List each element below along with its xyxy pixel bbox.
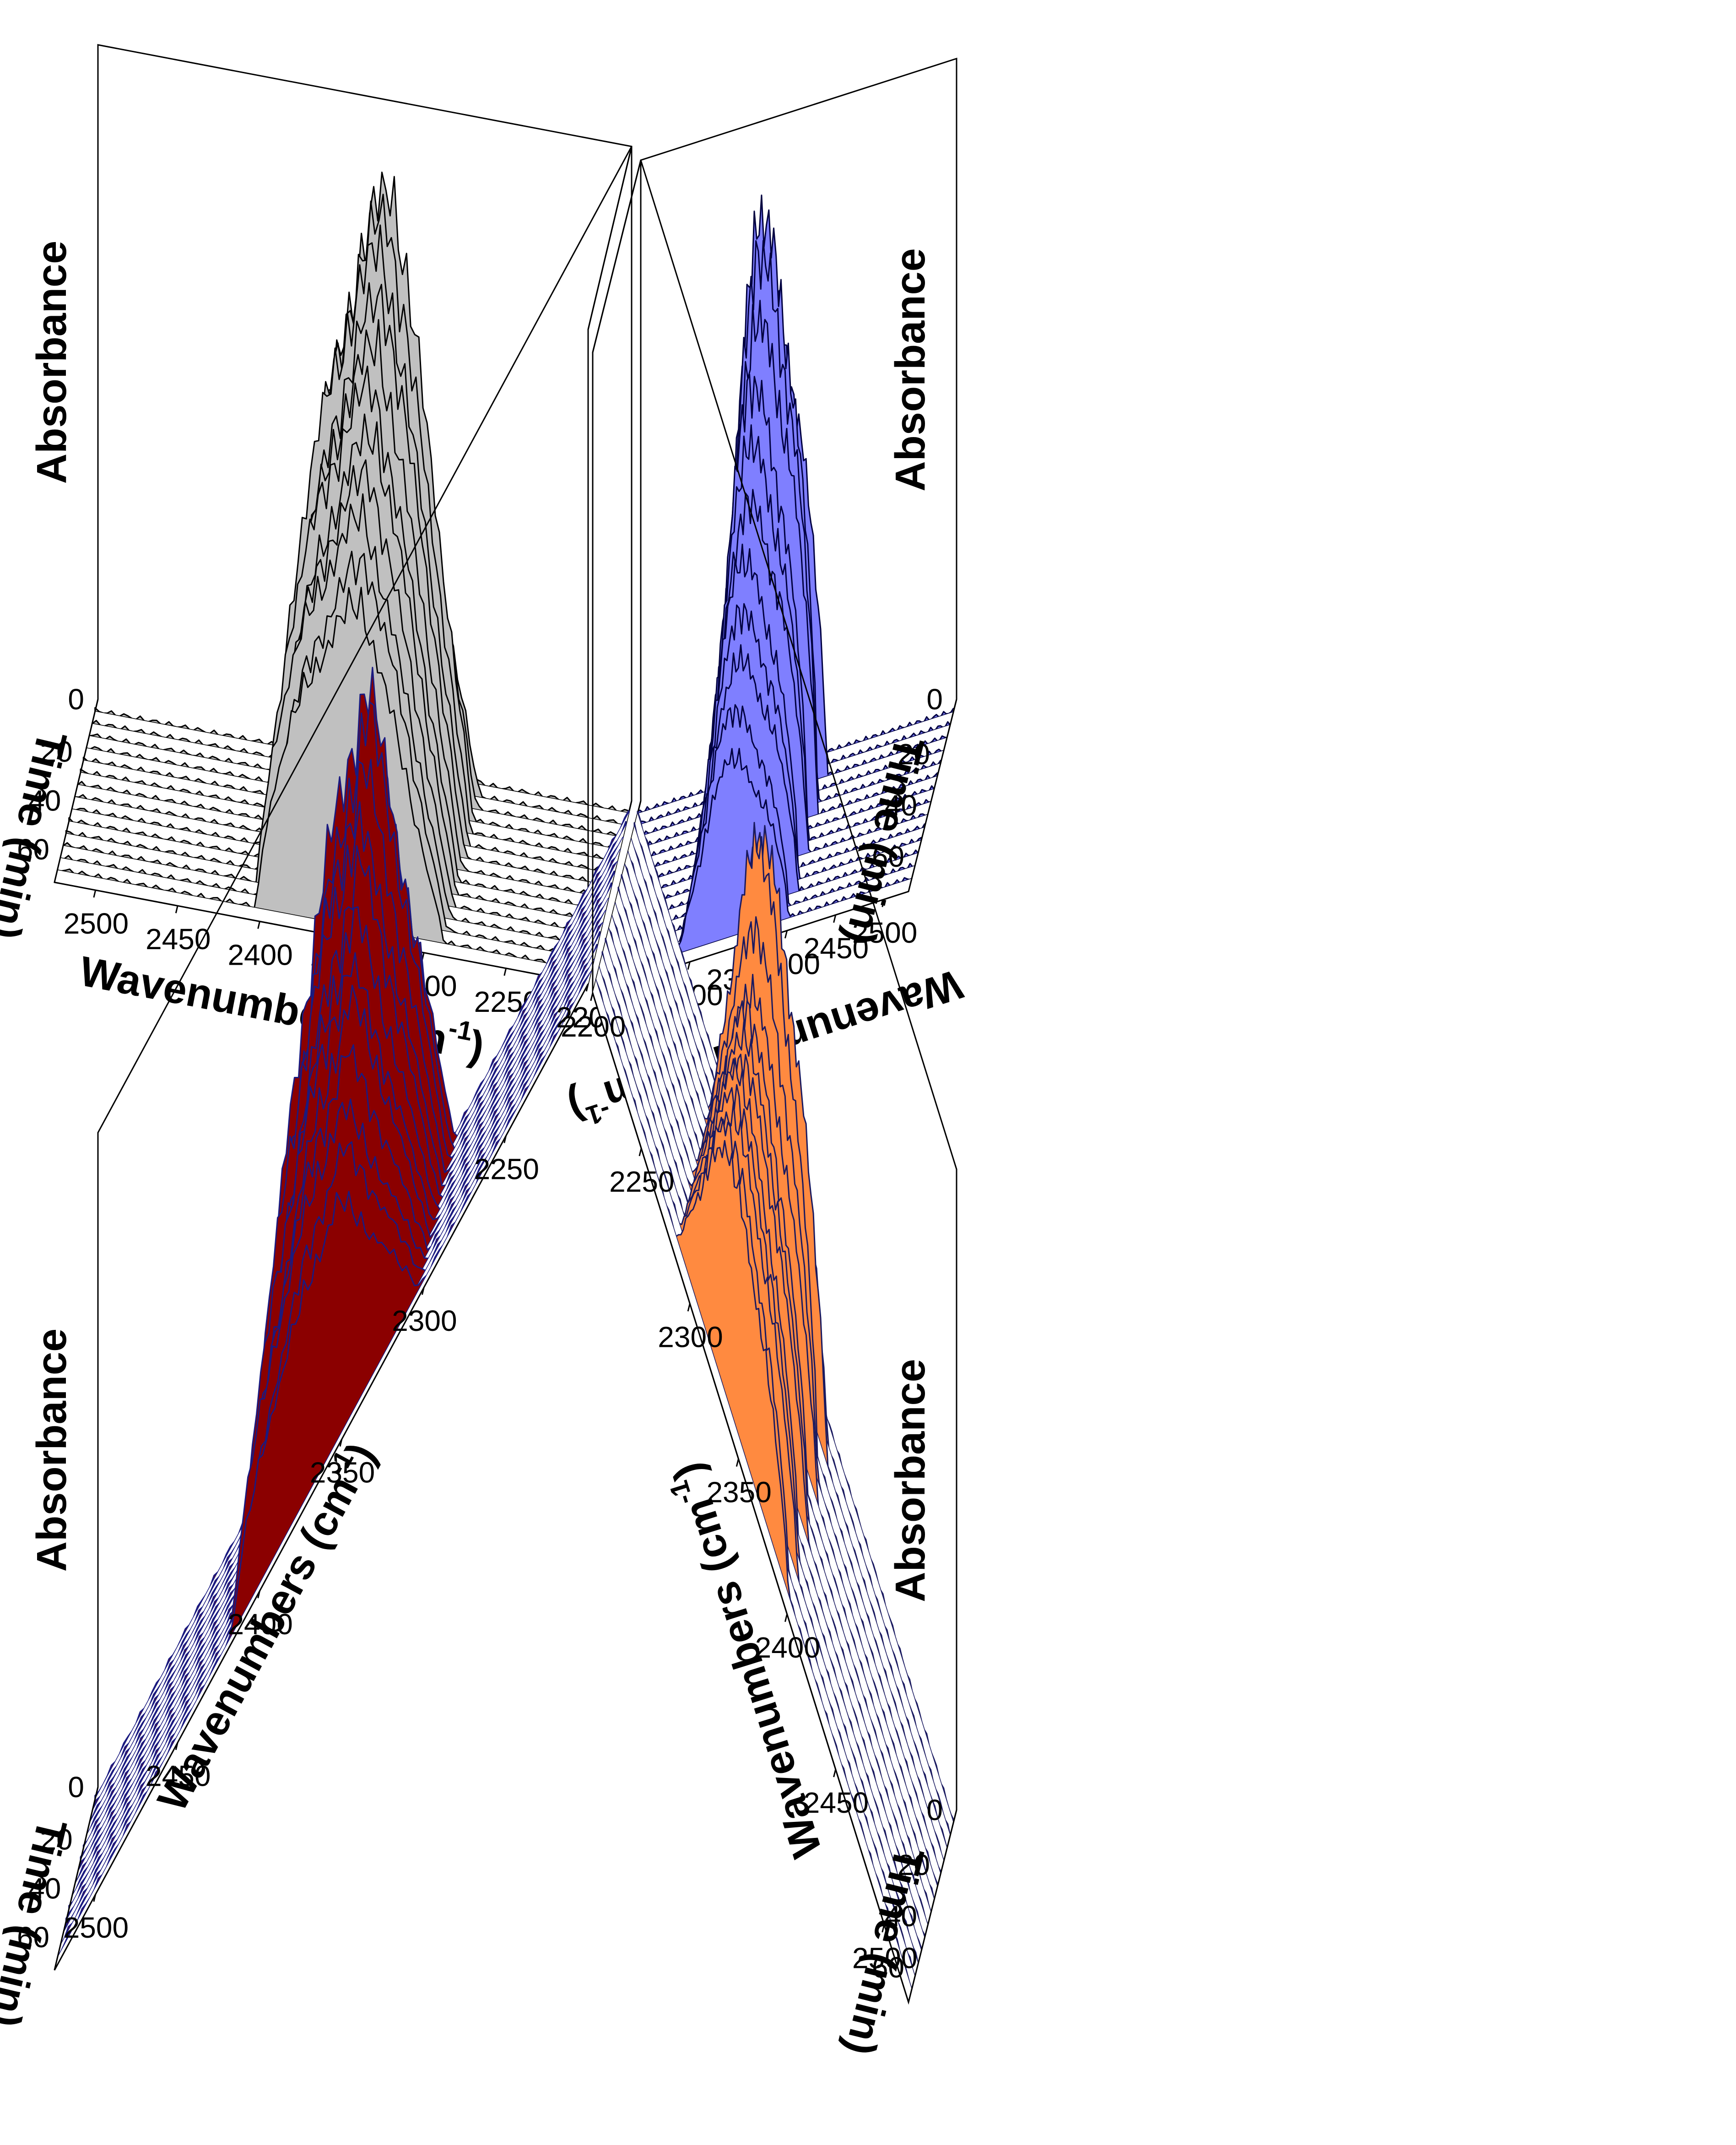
x-tick [339, 1439, 343, 1447]
x-tick-label: 2500 [852, 916, 917, 949]
time-tick-label: 60 [872, 1951, 904, 1984]
time-tick-label: 40 [885, 1900, 917, 1933]
x-tick [784, 930, 788, 939]
z-axis-label: Absorbance [28, 241, 75, 484]
time-tick-label: 40 [28, 1872, 61, 1905]
x-tick [590, 993, 594, 1001]
z-axis-label: Absorbance [887, 1359, 934, 1602]
x-tick-label: 2200 [561, 1010, 626, 1043]
x-tick [833, 1769, 837, 1778]
x-tick-label: 2350 [310, 1456, 375, 1489]
z-tick-label: 0 [926, 683, 943, 716]
x-tick [503, 968, 507, 976]
x-tick-label: 2450 [804, 932, 869, 965]
x-axis-label-sup: -1 [446, 1013, 475, 1046]
time-tick-label: 40 [885, 789, 917, 822]
x-tick [93, 1894, 97, 1902]
x-tick-label: 2450 [146, 1760, 211, 1793]
x-tick [882, 1924, 885, 1933]
slice-base [54, 972, 591, 1969]
x-tick [175, 905, 178, 913]
time-tick-label: 60 [17, 1921, 49, 1954]
chart-panel-darkred: 2500 2450 2400 2350 2300 2250 2200 20 40 60 0 Absor… [0, 146, 633, 2032]
x-tick [257, 921, 260, 929]
x-tick-label: 2450 [804, 1786, 869, 1819]
x-tick [175, 1742, 178, 1751]
chart-panel-orange: 25002450240023502300225022002040600Absor… [561, 160, 957, 2060]
spectrum-slice [59, 959, 595, 1947]
spectrum-slice [56, 587, 592, 973]
x-tick-label: 2300 [658, 1320, 723, 1353]
time-tick-label: 60 [872, 840, 904, 873]
x-tick [638, 1148, 642, 1156]
x-tick-label: 2400 [227, 938, 292, 971]
x-tick [421, 1287, 425, 1295]
time-axis-line [54, 699, 99, 883]
time-axis-line [908, 1810, 957, 2003]
x-tick [93, 890, 97, 898]
x-tick-label: 2400 [755, 1631, 820, 1664]
time-axis-line [908, 699, 957, 892]
x-tick [687, 1303, 691, 1312]
time-tick-label: 40 [28, 784, 61, 817]
slice-base [593, 980, 912, 2001]
x-tick [882, 899, 885, 908]
x-tick [503, 1135, 507, 1143]
back-wall-frame [97, 146, 633, 1787]
z-tick-label: 0 [68, 683, 84, 716]
x-tick-label: 2450 [146, 923, 211, 956]
time-tick-label: 20 [898, 738, 930, 771]
front-axis-line [54, 983, 589, 1971]
spectrum-slice [56, 971, 592, 1959]
front-axis-line [592, 993, 909, 2003]
z-tick-label: 0 [926, 1794, 943, 1826]
x-tick-label: 2250 [609, 1165, 674, 1198]
time-tick-label: 60 [17, 833, 49, 866]
time-tick-label: 20 [898, 1848, 930, 1881]
x-tick-label: 2250 [474, 1153, 539, 1186]
x-tick-label: 2500 [64, 1911, 129, 1944]
time-tick-label: 20 [40, 735, 72, 768]
z-axis-label: Absorbance [28, 1329, 75, 1572]
z-axis-label: Absorbance [887, 248, 934, 492]
x-tick-label: 2300 [392, 1304, 457, 1337]
time-axis-line [54, 1787, 99, 1971]
x-tick-label: 2500 [852, 1941, 917, 1974]
time-tick-label: 20 [40, 1823, 72, 1856]
x-tick [784, 1614, 788, 1622]
x-tick-label: 2350 [706, 1476, 771, 1509]
z-tick-label: 0 [68, 1771, 84, 1804]
x-tick [736, 1459, 739, 1467]
x-tick [257, 1590, 260, 1599]
x-tick [833, 914, 837, 923]
x-tick-label: 2400 [227, 1608, 292, 1641]
x-tick [585, 983, 589, 992]
x-tick [687, 962, 691, 970]
x-tick-label: 2500 [64, 907, 129, 940]
back-wall-frame [640, 160, 957, 1810]
